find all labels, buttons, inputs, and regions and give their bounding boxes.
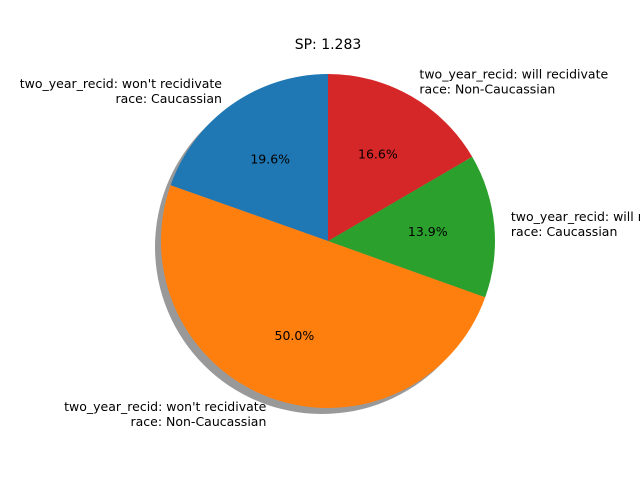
slice-category-label: two_year_recid: won't recidivate race: No… xyxy=(64,399,267,429)
slice-category-label-line: two_year_recid: will recidivate xyxy=(419,67,608,82)
pie-slice xyxy=(170,74,328,241)
pie-slice xyxy=(328,74,473,241)
slice-percent-label: 13.9% xyxy=(408,224,448,239)
slice-category-label-line: race: Non-Caucassian xyxy=(419,82,555,97)
slice-category-label-line: two_year_recid: will recidivate xyxy=(511,209,640,224)
pie-labels: 19.6%two_year_recid: won't recidivate rac… xyxy=(20,67,640,429)
slice-category-label-line: race: Caucassian xyxy=(116,91,222,106)
slice-category-label-line: race: Non-Caucassian xyxy=(130,414,266,429)
slice-category-label: two_year_recid: won't recidivate race: Ca… xyxy=(20,76,223,106)
slice-category-label-line: two_year_recid: won't recidivate xyxy=(20,76,223,91)
pie-slice xyxy=(328,156,496,298)
pie-slice xyxy=(160,185,486,409)
pie-slices xyxy=(160,74,496,409)
slice-percent-label: 19.6% xyxy=(250,152,290,167)
slice-category-label-line: race: Caucassian xyxy=(511,224,617,239)
slice-percent-label: 50.0% xyxy=(275,328,315,343)
slice-percent-label: 16.6% xyxy=(358,147,398,162)
chart-title: SP: 1.283 xyxy=(295,37,362,53)
slice-category-label: two_year_recid: will recidivate race: Non… xyxy=(419,67,608,97)
slice-category-label-line: two_year_recid: won't recidivate xyxy=(64,399,267,414)
